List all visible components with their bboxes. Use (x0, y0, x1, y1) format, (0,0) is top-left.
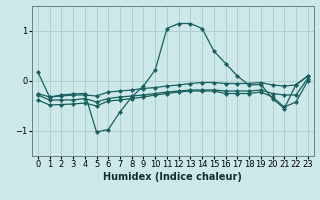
X-axis label: Humidex (Indice chaleur): Humidex (Indice chaleur) (103, 172, 242, 182)
